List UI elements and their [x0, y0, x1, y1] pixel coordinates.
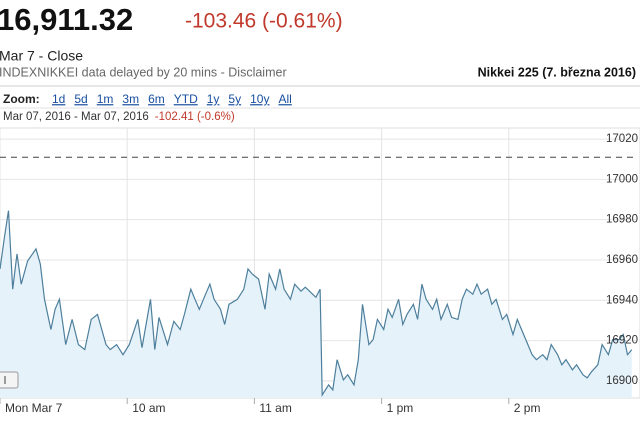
y-tick-label: 17020	[606, 133, 638, 145]
date-range: Mar 07, 2016 - Mar 07, 2016	[3, 111, 149, 123]
range-change: -102.41 (-0.6%)	[155, 111, 235, 123]
status: Mar 7 - Close	[0, 48, 83, 64]
x-tick-label: 2 pm	[514, 401, 541, 415]
area	[0, 210, 632, 398]
zoom-option[interactable]: 3m	[122, 92, 139, 106]
zoom-option[interactable]: 5d	[74, 92, 87, 106]
zoom-option[interactable]: 5y	[228, 92, 241, 106]
caption: Nikkei 225 (7. března 2016)	[478, 65, 636, 79]
y-tick-label: 17000	[606, 173, 638, 185]
zoom-option[interactable]: 1d	[52, 92, 65, 106]
x-tick-label: 11 am	[259, 401, 291, 415]
y-tick-label: 16940	[606, 294, 638, 306]
zoom-option[interactable]: YTD	[174, 92, 198, 106]
zoom-option[interactable]: 1y	[207, 92, 220, 106]
zoom-option[interactable]: 1m	[97, 92, 114, 106]
zoom-option[interactable]: All	[278, 92, 291, 106]
price-line	[0, 210, 633, 398]
zoom-option[interactable]: 6m	[148, 92, 165, 106]
y-tick-label: 16900	[606, 375, 638, 387]
x-tick-label: Mon Mar 7	[5, 401, 63, 415]
price-change: -103.46 (-0.61%)	[185, 10, 343, 33]
y-tick-label: 16920	[606, 335, 638, 347]
y-tick-label: 16960	[606, 254, 638, 266]
y-tick-label: 16980	[606, 214, 638, 226]
price: 16,911.32	[0, 2, 133, 37]
x-tick-label: 1 pm	[387, 401, 414, 415]
zoom-label: Zoom:	[3, 92, 40, 106]
x-tick-label: 10 am	[132, 401, 165, 415]
source: INDEXNIKKEI data delayed by 20 mins - Di…	[0, 65, 287, 79]
scroll-handle[interactable]	[0, 371, 19, 389]
plot	[0, 128, 636, 404]
zoom-option[interactable]: 10y	[250, 92, 269, 106]
